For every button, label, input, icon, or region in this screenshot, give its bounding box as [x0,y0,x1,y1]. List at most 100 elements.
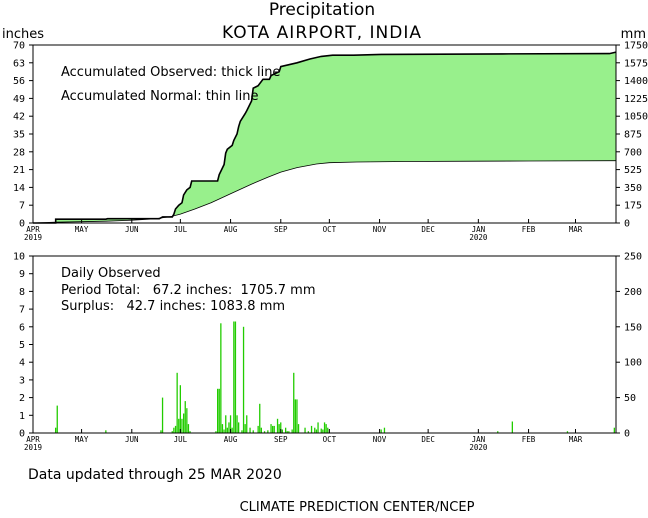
bottom-left-tick-label: 9 [19,269,25,280]
month-label: MAY [75,435,89,444]
legend-observed: Accumulated Observed: thick line [61,65,280,80]
daily-bar [173,427,175,433]
bottom-left-tick-label: 6 [19,322,25,333]
daily-bar [613,427,615,433]
top-left-tick-label: 14 [13,183,25,194]
daily-bar [178,418,180,433]
daily-bar [323,422,326,433]
bottom-left-tick-label: 1 [19,411,25,422]
daily-bar [241,430,243,433]
daily-bar [225,415,227,433]
bottom-right-tick-label: 200 [624,287,642,298]
daily-bar [278,424,280,433]
daily-bar [286,431,288,433]
top-right-tick-label: 0 [624,219,630,230]
daily-bar [297,424,300,433]
year-label: 2019 [24,233,42,242]
top-right-tick-label: 1050 [624,112,648,123]
daily-bar [161,397,164,433]
month-label: JUL [174,225,188,234]
daily-bar [320,428,322,433]
top-left-tick-label: 7 [19,201,25,212]
month-label: AUG [224,435,238,444]
accumulated-normal-line [32,160,617,224]
daily-bar [257,425,259,433]
daily-bar [171,431,173,433]
month-label: DEC [421,225,435,234]
daily-bar [260,427,262,433]
daily-bar [233,321,235,433]
daily-bar [183,413,185,433]
bottom-right-tick-label: 50 [624,393,636,404]
month-label: APR [26,225,40,234]
daily-bar [215,431,217,433]
daily-bar [293,372,295,433]
bottom-left-tick-label: 10 [13,252,25,263]
daily-bar [184,401,186,433]
daily-bar [187,424,190,433]
year-label: 2020 [469,443,488,452]
top-right-tick-label: 1225 [624,94,648,105]
top-left-tick-label: 0 [19,219,25,230]
daily-bar [380,429,382,433]
top-left-tick-label: 42 [13,112,25,123]
period-total-text: Period Total: 67.2 inches: 1705.7 mm [61,283,315,298]
daily-bar [276,418,279,433]
top-right-tick-label: 1750 [624,41,648,52]
month-label: MAR [569,435,583,444]
bottom-right-tick-label: 0 [624,429,630,440]
month-label: JAN [472,435,486,444]
month-label: OCT [323,435,337,444]
daily-bar [325,424,327,433]
daily-bar [267,430,269,433]
daily-bar [229,415,232,433]
daily-bar [263,431,266,433]
daily-bar [223,429,225,433]
daily-bar [270,424,272,433]
daily-bar [304,427,306,433]
daily-bar [310,425,313,433]
daily-bar [294,399,296,433]
chart-title: Precipitation [269,0,375,20]
bottom-left-tick-label: 7 [19,305,25,316]
left-unit-label: inches [2,27,44,42]
year-label: 2020 [469,233,488,242]
daily-bar [174,425,177,433]
daily-bar [228,422,230,433]
legend-normal: Accumulated Normal: thin line [61,89,259,104]
daily-bar [566,431,569,433]
top-right-tick-label: 525 [624,165,642,176]
top-left-axis: 0 7 14 21 28 35 42 49 56 63 70 [13,41,33,230]
bottom-left-tick-label: 8 [19,287,25,298]
right-unit-label: mm [621,27,646,42]
month-label: JUN [125,435,139,444]
month-label: NOV [373,435,387,444]
top-left-tick-label: 56 [13,76,25,87]
surplus-fill-area [33,52,616,223]
top-left-tick-label: 28 [13,147,25,158]
daily-bar [280,422,282,433]
daily-bar [249,427,251,433]
top-right-tick-label: 1400 [624,76,648,87]
month-label: SEP [274,435,288,444]
daily-bar [234,321,237,433]
daily-bar [218,388,220,434]
month-label: MAY [75,225,89,234]
daily-bar [242,326,245,433]
month-label: OCT [323,225,337,234]
top-left-tick-label: 35 [13,130,25,141]
daily-bar [285,427,287,433]
daily-bar [327,427,329,433]
daily-bar [291,429,293,433]
top-right-axis: 0 175 350 525 700 875 1050 1225 1400 1575 1750 [616,41,648,230]
daily-bar [314,427,316,433]
bottom-right-tick-label: 100 [624,358,642,369]
bottom-right-tick-label: 150 [624,322,642,333]
daily-observed-label: Daily Observed [61,266,161,281]
daily-bar [221,424,224,433]
daily-bar [176,372,178,433]
month-label: FEB [522,225,536,234]
chart-subtitle: KOTA AIRPORT, INDIA [222,23,422,43]
